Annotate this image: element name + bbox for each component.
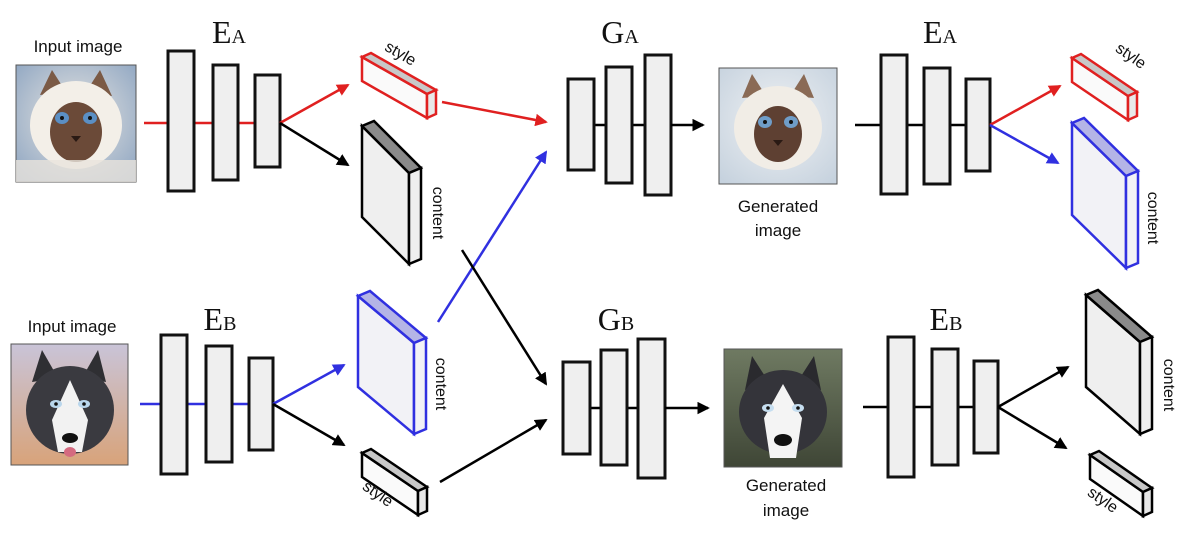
bottom-re-encoder-content-arrow — [997, 365, 1070, 409]
bottom-generator-layer-2 — [599, 348, 629, 467]
bottom-re-content-code — [1083, 288, 1155, 437]
top-re-encoder-style-arrow — [989, 84, 1062, 127]
bottom-re-encoder-style-arrow — [997, 405, 1068, 450]
bottom-generated-label-line-1: Generated — [746, 476, 826, 495]
bottom-encoder-layer-1 — [159, 333, 189, 476]
top-encoder-style-arrow — [279, 83, 350, 125]
bottom-re-content-label: content — [1160, 359, 1177, 412]
top-input-image — [15, 64, 137, 183]
style-a-to-generator-a-arrow — [441, 100, 548, 127]
bottom-generator-layer-3 — [636, 337, 667, 480]
top-generated-label-line-2: image — [755, 221, 801, 240]
bottom-encoder-content-arrow — [272, 363, 346, 406]
top-encoder-layer-2 — [211, 63, 240, 182]
top-re-style-code — [1069, 52, 1140, 123]
bottom-generator-layer-1 — [561, 360, 592, 456]
top-generated-image — [718, 67, 838, 185]
top-re-style-label: style — [1112, 40, 1149, 73]
bottom-content-label: content — [432, 358, 449, 411]
bottom-generated-image — [723, 348, 843, 468]
bottom-encoder-label: EB — [204, 301, 237, 337]
top-generator-layer-3 — [643, 53, 673, 197]
top-re-encoder-layer-3 — [964, 77, 992, 173]
bottom-encoder-layer-2 — [204, 344, 234, 464]
top-re-encoder — [879, 53, 992, 196]
top-re-encoder-content-arrow — [989, 123, 1060, 165]
bottom-re-encoder-label: EB — [930, 301, 963, 337]
bottom-generator — [561, 337, 667, 480]
content-b-to-generator-a-arrow — [436, 150, 548, 323]
style-b-to-generator-b-arrow — [439, 418, 548, 484]
top-encoder-label: EA — [212, 14, 247, 50]
top-encoder-layer-3 — [253, 73, 282, 169]
top-encoder — [166, 49, 282, 193]
top-content-label: content — [429, 187, 446, 240]
bottom-style-code — [359, 447, 430, 518]
top-generator-label: GA — [601, 14, 639, 50]
top-generated-label-line-1: Generated — [738, 197, 818, 216]
bottom-re-encoder — [886, 335, 1000, 479]
bottom-generator-label: GB — [598, 301, 634, 337]
content-a-to-generator-b-arrow — [460, 249, 548, 386]
bottom-input-label: Input image — [28, 317, 117, 336]
top-re-content-code — [1069, 116, 1141, 271]
bottom-re-encoder-layer-1 — [886, 335, 916, 479]
top-style-code — [359, 51, 439, 121]
top-re-encoder-layer-2 — [922, 66, 952, 186]
bottom-content-code — [355, 289, 429, 437]
top-content-code — [359, 119, 424, 268]
bottom-re-style-code — [1087, 449, 1155, 519]
top-re-content-label: content — [1144, 192, 1161, 245]
top-encoder-layer-1 — [166, 49, 196, 193]
bottom-re-encoder-layer-3 — [972, 359, 1000, 455]
top-re-encoder-layer-1 — [879, 53, 909, 196]
top-input-label: Input image — [34, 37, 123, 56]
top-generator-layer-1 — [566, 77, 596, 172]
top-generator-layer-2 — [604, 65, 634, 185]
bottom-re-encoder-layer-2 — [930, 347, 960, 467]
top-encoder-content-arrow — [279, 121, 350, 167]
bottom-input-image — [10, 343, 129, 466]
top-re-encoder-label: EA — [923, 14, 958, 50]
bottom-encoder-style-arrow — [272, 402, 346, 447]
bottom-encoder — [159, 333, 275, 476]
top-generator — [566, 53, 673, 197]
bottom-generated-label-line-2: image — [763, 501, 809, 520]
bottom-encoder-layer-3 — [247, 356, 275, 452]
